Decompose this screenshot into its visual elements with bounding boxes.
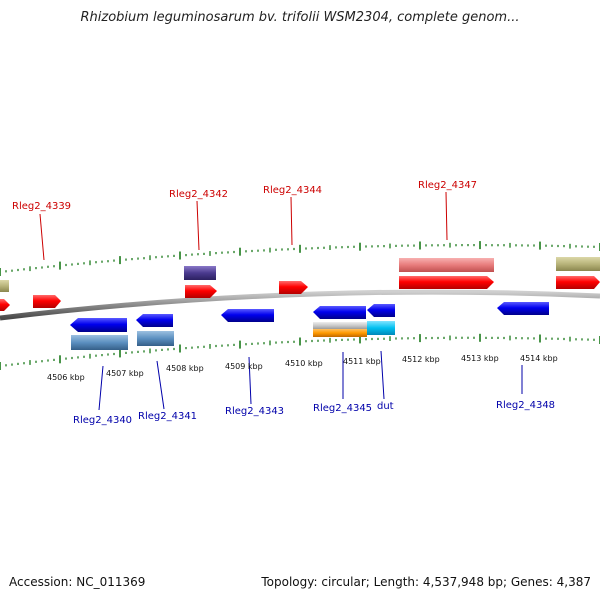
gene-arrow[interactable] <box>367 304 395 317</box>
gene-label-dut[interactable]: dut <box>377 401 394 412</box>
accession-text: Accession: NC_011369 <box>9 575 146 589</box>
gene-box[interactable] <box>0 280 9 292</box>
scale-label: 4510 kbp <box>285 359 323 368</box>
gene-label-rleg2-4342[interactable]: Rleg2_4342 <box>169 189 228 200</box>
scale-label: 4508 kbp <box>166 364 204 373</box>
gene-box[interactable] <box>184 266 216 280</box>
gene-arrow[interactable] <box>221 309 274 322</box>
scale-label: 4509 kbp <box>225 362 263 371</box>
reverse-gene-labels: Rleg2_4340 Rleg2_4341 Rleg2_4343 Rleg2_4… <box>73 400 555 426</box>
gene-arrow[interactable] <box>136 314 173 327</box>
gene-box[interactable] <box>556 257 600 271</box>
scale-label: 4507 kbp <box>106 369 144 378</box>
gene-label-rleg2-4343[interactable]: Rleg2_4343 <box>225 406 284 417</box>
forward-gene-labels: Rleg2_4339 Rleg2_4342 Rleg2_4344 Rleg2_4… <box>12 180 477 212</box>
genome-title: Rhizobium leguminosarum bv. trifolii WSM… <box>80 10 520 25</box>
gene-arrow[interactable] <box>399 276 494 289</box>
gene-arrow[interactable] <box>70 318 127 332</box>
scale-label: 4511 kbp <box>343 357 381 366</box>
gene-label-rleg2-4340[interactable]: Rleg2_4340 <box>73 415 132 426</box>
forward-label-connectors <box>39 191 448 261</box>
gene-label-rleg2-4344[interactable]: Rleg2_4344 <box>263 185 322 196</box>
gene-label-rleg2-4339[interactable]: Rleg2_4339 <box>12 201 71 212</box>
gene-arrow[interactable] <box>33 295 61 308</box>
gene-box[interactable] <box>137 331 174 346</box>
gene-box[interactable] <box>313 322 367 330</box>
gene-arrow[interactable] <box>279 281 308 294</box>
upper-tick-marks <box>0 241 600 276</box>
gene-arrow[interactable] <box>497 302 549 315</box>
scale-label: 4514 kbp <box>520 354 558 363</box>
gene-box[interactable] <box>313 329 367 337</box>
gene-label-rleg2-4341[interactable]: Rleg2_4341 <box>138 411 197 422</box>
chromosome-backbone <box>0 289 600 321</box>
scale-label: 4506 kbp <box>47 373 85 382</box>
scale-labels: 4506 kbp 4507 kbp 4508 kbp 4509 kbp 4510… <box>47 354 558 382</box>
gene-arrow[interactable] <box>0 299 10 311</box>
scale-label: 4513 kbp <box>461 354 499 363</box>
reverse-genes <box>70 302 549 350</box>
lower-tick-marks <box>0 333 600 370</box>
forward-genes <box>0 257 600 311</box>
gene-arrow[interactable] <box>313 306 366 319</box>
reverse-label-connectors <box>98 350 523 411</box>
gene-arrow[interactable] <box>185 285 217 298</box>
scale-label: 4512 kbp <box>402 355 440 364</box>
topology-text: Topology: circular; Length: 4,537,948 bp… <box>261 575 591 589</box>
gene-box[interactable] <box>71 335 128 350</box>
gene-arrow[interactable] <box>556 276 600 289</box>
gene-box[interactable] <box>367 321 395 335</box>
gene-box[interactable] <box>399 258 494 272</box>
gene-label-rleg2-4348[interactable]: Rleg2_4348 <box>496 400 555 411</box>
gene-label-rleg2-4347[interactable]: Rleg2_4347 <box>418 180 477 191</box>
gene-label-rleg2-4345[interactable]: Rleg2_4345 <box>313 403 372 414</box>
